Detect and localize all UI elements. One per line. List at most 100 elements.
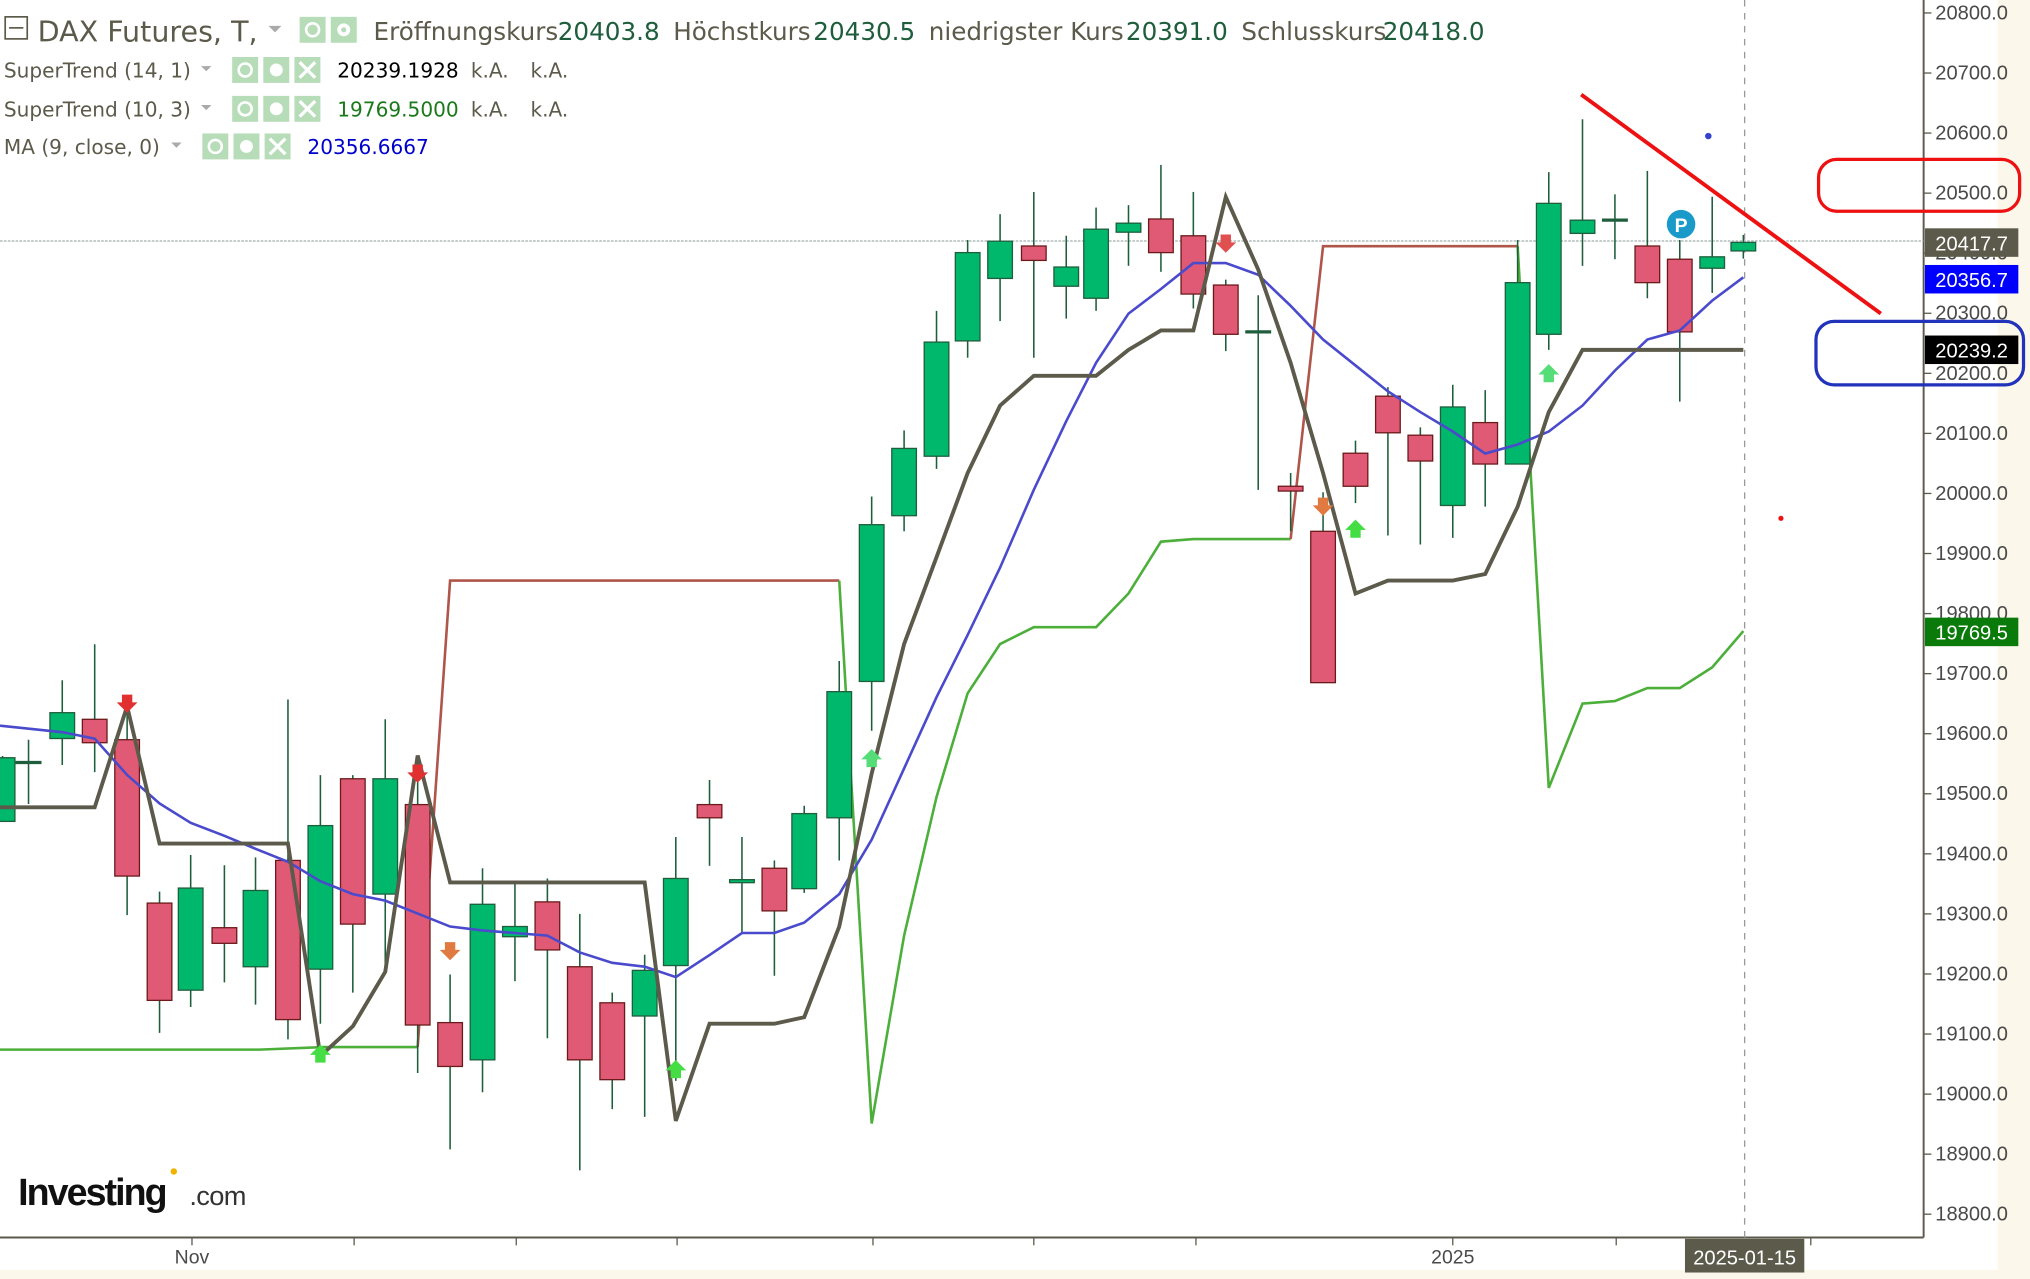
candle [1083,207,1110,311]
close-value: 20418.0 [1383,17,1485,46]
candle [1374,387,1401,536]
candle [1407,427,1434,545]
candle [1245,295,1272,490]
eye-icon [304,22,321,38]
indicator-dropdown-chevron-icon[interactable] [171,142,182,148]
candle [1601,194,1628,260]
candle [858,496,885,731]
logo-main-text: Investing [18,1171,166,1213]
indicator-extra-1: k.A. [471,98,509,122]
x-label-2025: 2025 [1431,1246,1474,1268]
candle [761,860,788,976]
candle [1535,172,1562,350]
p-marker[interactable]: P [1666,209,1696,239]
buy-arrow-icon [665,1060,687,1079]
candle [1020,191,1047,358]
y-tick-label: 20600.0 [1935,123,2008,145]
indicator-name: SuperTrend (10, 3) [4,98,191,122]
y-tick-label: 19200.0 [1935,963,2008,985]
y-tick-label: 18900.0 [1935,1144,2008,1166]
candle [211,865,238,983]
sell-arrow-icon [407,764,429,783]
chart-header: DAX Futures, T, Eröffnungskurs 20403.8 H… [4,15,1485,48]
open-value: 20403.8 [558,17,660,46]
axis-background-bottom [0,1269,2030,1279]
candle [631,954,658,1117]
price-axis[interactable]: 20800.020700.020600.020500.020400.020300… [1923,2,2008,1226]
candle [177,855,204,1007]
candle [826,661,853,861]
supertrend-14-1-line [0,190,1744,1122]
y-tick-label: 20300.0 [1935,303,2008,325]
plot-area[interactable] [0,0,1925,1239]
indicator-dropdown-chevron-icon[interactable] [201,66,212,72]
settings-button[interactable] [330,16,357,43]
sell-arrow-icon [116,694,138,713]
candle [1115,205,1142,266]
candle [469,868,496,1093]
title-dropdown-chevron-icon[interactable] [268,25,282,33]
indicator-value: 19769.5000 [337,98,458,122]
indicator-row-ma-9: MA (9, close, 0) 20356.6667 [4,133,429,160]
low-value: 20391.0 [1126,17,1228,46]
investing-logo: Investing .com [18,1168,246,1213]
logo-star-icon [170,1168,178,1175]
indicator-dropdown-chevron-icon[interactable] [201,104,212,111]
candle [987,214,1014,322]
visibility-toggle-button[interactable] [299,16,326,43]
candle [81,644,108,773]
price-tag-label: 20239.2 [1935,341,2008,363]
candle [146,891,173,1033]
candle [1730,234,1757,259]
candle [1310,492,1337,684]
time-axis[interactable]: Nov 2025 2025-01-15 [175,1237,1812,1273]
candle [1180,191,1207,309]
candle [437,974,464,1150]
candle [1569,119,1596,266]
price-tags: 20417.7 20356.7 20239.2 19769.5 [1924,228,2019,647]
x-label-nov: Nov [175,1246,210,1268]
price-tag [1924,335,2019,365]
price-tag [1924,228,2019,257]
candle [274,699,301,1040]
y-tick-label: 19100.0 [1935,1024,2008,1046]
candle [372,719,399,973]
candle [1699,196,1726,293]
cursor-date-label: 2025-01-15 [1693,1248,1796,1270]
blue-dot [1705,132,1712,140]
eye-icon[interactable] [202,133,229,160]
candle [339,775,366,993]
indicator-row-supertrend-10-3: SuperTrend (10, 3) 19769.5000 k.A. k.A. [4,95,569,122]
support-highlight-box[interactable] [1814,319,2026,387]
high-label: Höchstkurs [673,17,810,46]
candle [923,310,950,469]
eye-icon[interactable] [232,57,259,83]
candle [1472,390,1499,507]
buy-arrow-icon [861,748,883,768]
red-dot [1778,515,1784,521]
resistance-highlight-box[interactable] [1816,157,2022,213]
y-tick-label: 19500.0 [1935,783,2008,805]
red-trendline[interactable] [1580,93,1882,316]
price-tag [1924,264,2019,294]
candle [891,430,918,532]
buy-arrow-icon [1345,519,1366,538]
candle [1053,235,1080,319]
candle [791,805,818,893]
y-tick-label: 19900.0 [1935,543,2008,565]
candle [1342,440,1369,504]
y-tick-label: 20500.0 [1935,183,2008,205]
indicator-extra-2: k.A. [531,98,569,122]
indicator-extra-2: k.A. [531,59,569,83]
signal-arrows [116,234,1560,1079]
candle [1212,279,1239,352]
indicator-name: SuperTrend (14, 1) [4,59,191,83]
open-label: Eröffnungskurs [374,17,559,46]
buy-arrow-icon [310,1044,331,1063]
y-tick-label: 19600.0 [1935,723,2008,745]
p-marker-label: P [1675,215,1688,237]
eye-icon[interactable] [232,95,259,122]
low-label: niedrigster Kurs [929,17,1124,46]
collapse-button[interactable] [4,16,29,40]
